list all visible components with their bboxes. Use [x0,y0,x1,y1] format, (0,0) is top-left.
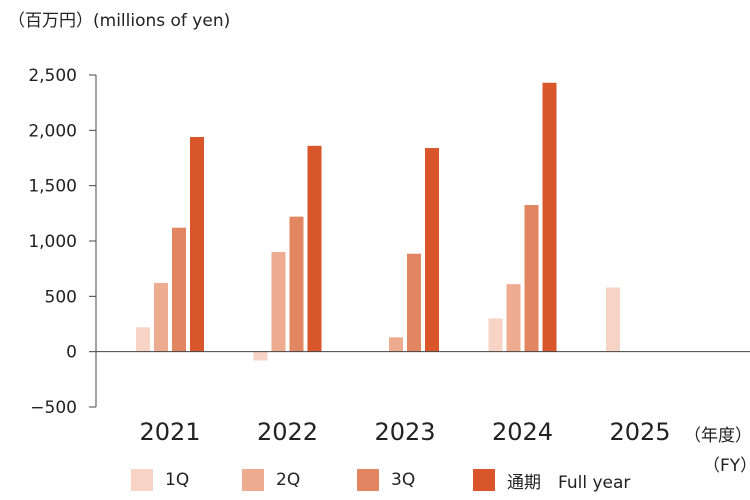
legend-label-3q: 3Q [391,470,416,490]
bar-2023-2 [389,337,403,352]
bar-2021-4 [190,136,204,352]
legend-item-full-year: 通期 Full year [473,468,631,493]
fiscal-year-label-ja: （年度） [684,426,750,446]
x-tick-label: 2021 [139,418,200,446]
legend-label-2q: 2Q [276,470,301,490]
bar-2024-2 [506,284,521,352]
legend-label-full-year: 通期 Full year [507,472,631,493]
bar-group [136,82,620,361]
y-tick-label: 500 [45,287,77,307]
legend-label-1q: 1Q [165,470,190,490]
legend-swatch-1q [131,469,153,491]
y-tick-label: 1,500 [28,177,77,197]
bar-2022-4 [307,145,322,352]
legend-item-3q: 3Q [357,468,415,492]
y-tick-label: 1,000 [28,232,77,252]
x-tick-label: 2024 [492,418,553,446]
bar-2023-3 [407,253,421,352]
x-tick-label: 2023 [374,418,435,446]
x-tick-label: 2022 [257,418,318,446]
bar-2021-2 [154,283,168,352]
bar-2022-3 [289,216,304,352]
bar-2024-4 [542,82,557,352]
y-tick-label: 0 [66,343,77,363]
y-tick-label: −500 [30,398,77,418]
bar-2025-1 [606,287,620,352]
bar-2023-4 [425,148,439,352]
bar-2022-1 [253,351,268,361]
legend-item-2q: 2Q [242,468,300,492]
bar-2021-3 [172,227,186,352]
x-tick-label: 2025 [609,418,670,446]
bar-2024-3 [524,205,539,352]
legend-swatch-3q [357,469,379,491]
y-tick-label: 2,500 [28,66,77,86]
legend-swatch-2q [242,469,264,491]
bar-2022-2 [271,252,286,352]
fiscal-year-label-en: （FY） [703,456,750,476]
y-tick-label: 2,000 [28,121,77,141]
y-axis-ticks: 2,500 2,000 1,500 1,000 500 0 −500 [28,66,96,418]
legend-swatch-full-year [473,469,495,491]
bar-2024-1 [488,318,503,352]
unit-label: （百万円）(millions of yen) [8,11,231,31]
bar-2021-1 [136,327,150,352]
x-axis-labels: 2021 2022 2023 2024 2025 [139,418,670,446]
legend-item-1q: 1Q [131,468,189,492]
